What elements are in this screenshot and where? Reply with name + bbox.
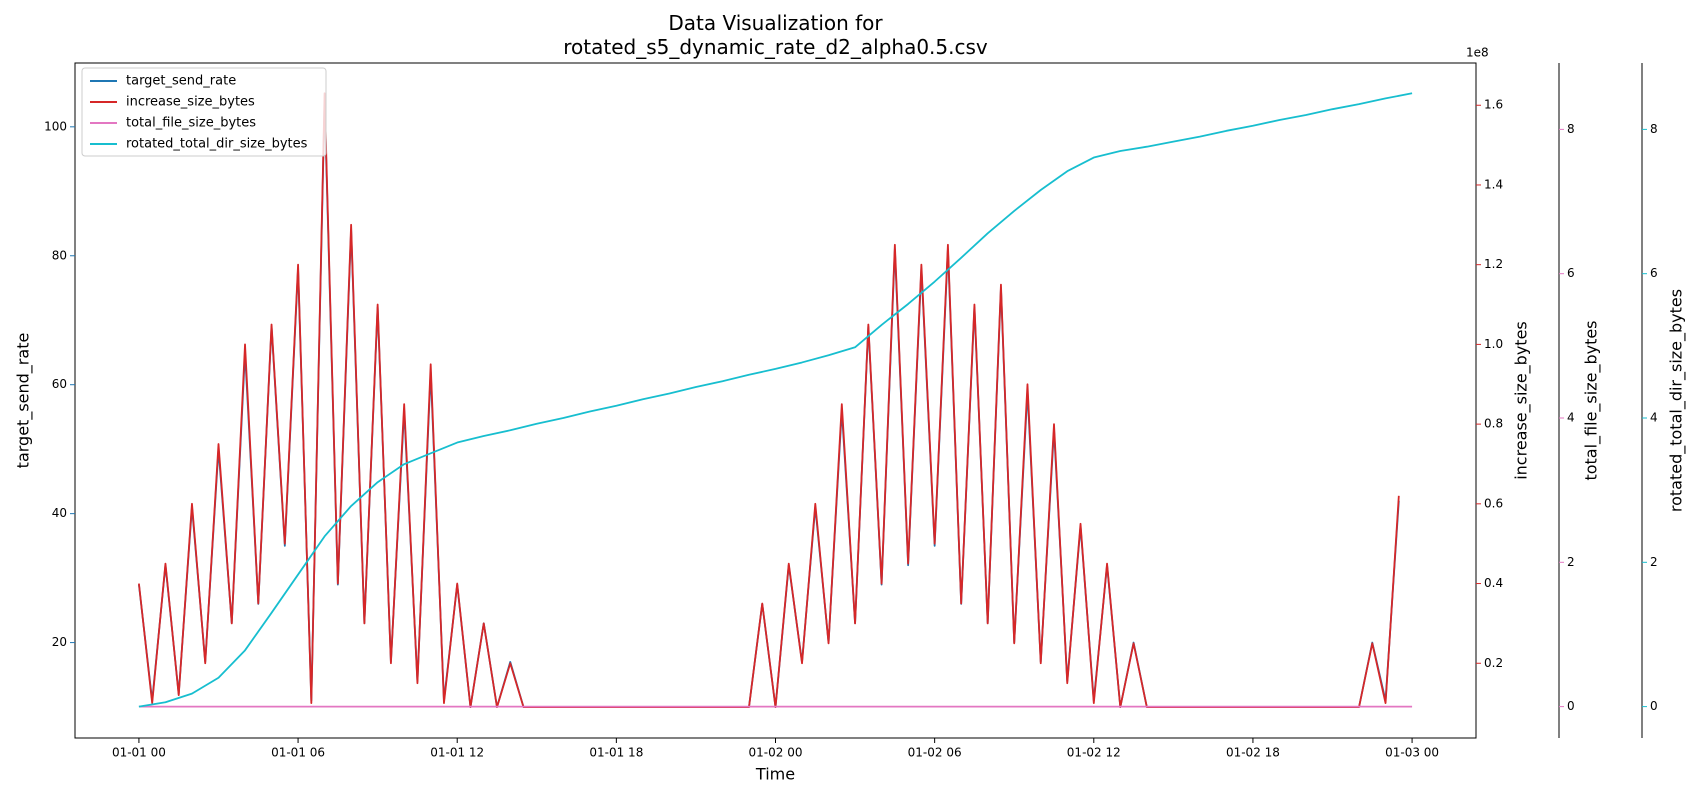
y2-tick-label: 1.4: [1484, 177, 1503, 191]
y-tick-label: 80: [52, 248, 67, 262]
y4-tick-label: 0: [1650, 699, 1658, 713]
y2-tick-label: 1.6: [1484, 98, 1503, 112]
x-tick-label: 01-02 18: [1226, 746, 1280, 760]
y3-tick-label: 6: [1567, 266, 1575, 280]
title-line: rotated_s5_dynamic_rate_d2_alpha0.5.csv: [563, 35, 988, 59]
x-tick-label: 01-02 12: [1067, 746, 1121, 760]
y2-tick-label: 0.4: [1484, 576, 1503, 590]
y2-axis-label: increase_size_bytes: [1512, 321, 1532, 480]
legend-label: target_send_rate: [126, 74, 236, 89]
y-axis-label: target_send_rate: [14, 333, 34, 469]
series-line: [138, 92, 1413, 708]
x-tick-label: 01-03 00: [1385, 746, 1439, 760]
y2-tick-label: 0.2: [1484, 656, 1503, 670]
offset-text: 1e8: [1466, 46, 1489, 60]
legend-label: total_file_size_bytes: [126, 116, 256, 131]
y-tick-label: 100: [44, 119, 67, 133]
x-tick-label: 01-01 06: [271, 746, 325, 760]
y3-axis-label: total_file_size_bytes: [1582, 320, 1602, 480]
x-tick-label: 01-02 00: [749, 746, 803, 760]
x-tick-label: 01-01 12: [430, 746, 484, 760]
y2-tick-label: 1.0: [1484, 337, 1503, 351]
y-tick-label: 40: [52, 506, 67, 520]
x-axis-label: Time: [755, 765, 795, 784]
y-tick-label: 20: [52, 635, 67, 649]
x-tick-label: 01-02 06: [908, 746, 962, 760]
y4-tick-label: 4: [1650, 410, 1658, 424]
x-tick-label: 01-01 00: [112, 746, 166, 760]
y4-tick-label: 6: [1650, 266, 1658, 280]
chart-title: Data Visualization for rotated_s5_dynamic…: [563, 11, 988, 59]
legend-label: rotated_total_dir_size_bytes: [126, 137, 308, 152]
legend-label: increase_size_bytes: [126, 95, 255, 110]
y2-tick-label: 0.8: [1484, 417, 1503, 431]
x-tick-label: 01-01 18: [589, 746, 643, 760]
y-tick-label: 60: [52, 377, 67, 391]
y4-tick-label: 8: [1650, 122, 1658, 136]
y2-tick-label: 1.2: [1484, 257, 1503, 271]
title-line: Data Visualization for: [668, 11, 883, 35]
y4-axis-label: rotated_total_dir_size_bytes: [1667, 289, 1687, 512]
y4-tick-label: 2: [1650, 555, 1658, 569]
y3-tick-label: 0: [1567, 699, 1575, 713]
y2-tick-label: 0.6: [1484, 496, 1503, 510]
y3-tick-label: 2: [1567, 555, 1575, 569]
y3-tick-label: 4: [1567, 410, 1575, 424]
legend-box: [81, 67, 327, 157]
y3-tick-label: 8: [1567, 122, 1575, 136]
